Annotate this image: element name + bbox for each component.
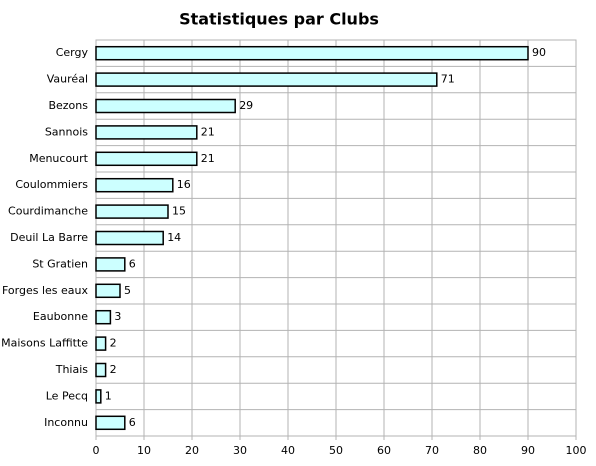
- x-tick-label: 10: [137, 444, 151, 457]
- y-tick-label: Eaubonne: [33, 310, 88, 323]
- value-label: 14: [167, 231, 181, 244]
- bar: [95, 72, 438, 87]
- bar: [95, 389, 102, 404]
- x-tick-label: 20: [185, 444, 199, 457]
- y-tick-label: Menucourt: [29, 152, 88, 165]
- x-tick-label: 40: [281, 444, 295, 457]
- y-tick-label: Vauréal: [47, 73, 88, 86]
- value-label: 2: [110, 337, 117, 350]
- x-tick-label: 90: [521, 444, 535, 457]
- y-tick-label: Inconnu: [44, 416, 88, 429]
- x-tick-label: 30: [233, 444, 247, 457]
- y-tick-label: Thiais: [55, 363, 89, 376]
- y-tick-label: Sannois: [45, 125, 88, 138]
- bar: [95, 309, 112, 325]
- y-tick-label: Coulommiers: [15, 178, 88, 191]
- x-tick-label: 70: [425, 444, 439, 457]
- y-tick-label: St Gratien: [32, 257, 88, 270]
- value-label: 3: [114, 310, 121, 323]
- bar: [95, 204, 169, 219]
- value-label: 90: [532, 46, 546, 59]
- x-tick-label: 0: [93, 444, 100, 457]
- x-tick-label: 60: [377, 444, 391, 457]
- bar: [95, 362, 107, 378]
- y-tick-label: Bezons: [48, 99, 88, 112]
- y-tick-label: Deuil La Barre: [10, 231, 88, 244]
- value-label: 71: [441, 73, 455, 86]
- bar: [95, 125, 198, 140]
- bar: [95, 283, 121, 299]
- bar: [95, 151, 198, 167]
- value-label: 21: [201, 152, 215, 165]
- x-tick-label: 50: [329, 444, 343, 457]
- y-tick-label: Maisons Laffitte: [1, 337, 88, 350]
- bar: [95, 45, 529, 61]
- value-label: 5: [124, 284, 131, 297]
- y-tick-label: Forges les eaux: [2, 284, 89, 297]
- value-label: 6: [129, 257, 136, 270]
- chart-title: Statistiques par Clubs: [179, 10, 379, 29]
- y-tick-label: Le Pecq: [46, 389, 88, 402]
- value-label: 2: [110, 363, 117, 376]
- y-tick-label: Cergy: [56, 46, 89, 59]
- bar: [95, 98, 236, 114]
- x-tick-label: 100: [566, 444, 587, 457]
- value-label: 29: [239, 99, 253, 112]
- value-label: 15: [172, 205, 186, 218]
- value-label: 6: [129, 416, 136, 429]
- bar: [95, 257, 126, 272]
- bar: [95, 336, 107, 351]
- value-label: 1: [105, 389, 112, 402]
- x-tick-label: 80: [473, 444, 487, 457]
- bar: [95, 177, 174, 193]
- bar: [95, 415, 126, 431]
- y-tick-label: Courdimanche: [8, 205, 88, 218]
- value-label: 21: [201, 125, 215, 138]
- bar: [95, 230, 164, 246]
- value-label: 16: [177, 178, 191, 191]
